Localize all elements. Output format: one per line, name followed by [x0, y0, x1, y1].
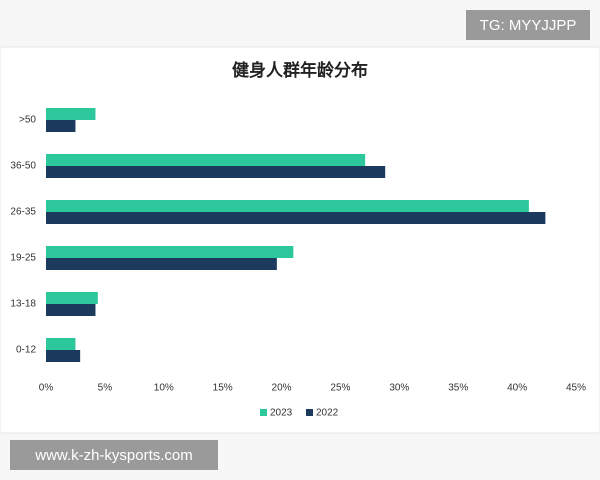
- x-tick-label: 20%: [272, 383, 292, 394]
- tg-badge: [466, 10, 590, 40]
- bar: [46, 154, 366, 166]
- x-tick-label: 25%: [330, 383, 350, 394]
- tg-label: TG: MYYJJPP: [480, 17, 577, 34]
- legend-swatch: [306, 409, 313, 416]
- site-badge: [10, 440, 218, 470]
- bar: [46, 200, 529, 212]
- legend-label: 2022: [316, 408, 339, 419]
- x-tick-label: 10%: [154, 383, 174, 394]
- bar: [46, 120, 76, 132]
- y-tick-label: 0-12: [16, 345, 36, 356]
- x-tick-label: 5%: [98, 383, 113, 394]
- bar: [46, 258, 277, 270]
- bar: [46, 338, 76, 350]
- y-tick-label: 26-35: [10, 207, 36, 218]
- bar: [46, 166, 386, 178]
- x-tick-label: 0%: [39, 383, 54, 394]
- y-tick-label: >50: [19, 115, 36, 126]
- x-tick-label: 15%: [213, 383, 233, 394]
- chart-title: 健身人群年龄分布: [232, 60, 368, 81]
- bar: [46, 108, 96, 120]
- site-label: www.k-zh-kysports.com: [34, 447, 193, 464]
- legend-swatch: [260, 409, 267, 416]
- bar: [46, 212, 546, 224]
- y-tick-label: 19-25: [10, 253, 36, 264]
- legend-label: 2023: [270, 408, 293, 419]
- x-tick-label: 35%: [448, 383, 468, 394]
- bar: [46, 292, 98, 304]
- bar: [46, 304, 96, 316]
- chart-panel: [0, 46, 600, 434]
- x-tick-label: 45%: [566, 383, 586, 394]
- bar: [46, 246, 294, 258]
- x-tick-label: 30%: [389, 383, 409, 394]
- y-tick-label: 13-18: [10, 299, 36, 310]
- bar: [46, 350, 81, 362]
- x-tick-label: 40%: [507, 383, 527, 394]
- y-tick-label: 36-50: [10, 161, 36, 172]
